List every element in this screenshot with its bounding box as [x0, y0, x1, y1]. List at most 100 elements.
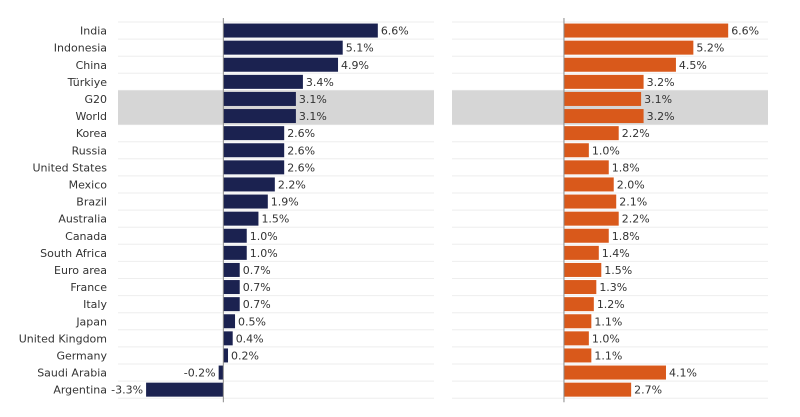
data-label-left-france: 0.7%: [243, 281, 271, 294]
data-label-left-g20: 3.1%: [299, 93, 327, 106]
bar-left-south-africa: [223, 245, 247, 260]
data-label-left-canada: 1.0%: [250, 230, 278, 243]
data-label-right-united-states: 1.8%: [612, 161, 640, 174]
category-label-mexico: Mexico: [69, 178, 108, 191]
bar-right-mexico: [563, 177, 614, 192]
data-label-left-mexico: 2.2%: [278, 178, 306, 191]
data-label-left-russia: 2.6%: [287, 144, 315, 157]
panel-left: 6.6% 5.1% 4.9% 3.4% 3.1% 3.1% 2.6% 2.6% 2.6% 2.2%…: [111, 18, 409, 403]
data-label-right-russia: 1.0%: [592, 144, 620, 157]
category-label-argentina: Argentina: [53, 384, 107, 397]
bar-left-italy: [223, 297, 240, 312]
bar-right-world: [563, 109, 644, 124]
bar-left-korea: [223, 126, 285, 141]
data-label-left-korea: 2.6%: [287, 127, 315, 140]
bar-right-canada: [563, 228, 609, 243]
data-label-left-australia: 1.5%: [261, 213, 289, 226]
category-label-indonesia: Indonesia: [54, 42, 107, 55]
category-label-germany: Germany: [56, 349, 107, 362]
bar-right-united-states: [563, 160, 609, 175]
category-label-brazil: Brazil: [76, 196, 107, 209]
category-label-japan: Japan: [75, 315, 107, 328]
data-label-left-indonesia: 5.1%: [346, 42, 374, 55]
bar-right-g20: [563, 91, 642, 106]
bar-left-united-kingdom: [223, 331, 233, 346]
data-label-left-world: 3.1%: [299, 110, 327, 123]
bar-right-indonesia: [563, 40, 694, 55]
data-label-left-euro-area: 0.7%: [243, 264, 271, 277]
category-label-korea: Korea: [76, 127, 107, 140]
data-label-left-united-states: 2.6%: [287, 161, 315, 174]
data-label-right-korea: 2.2%: [622, 127, 650, 140]
bar-left-saudi-arabia: [218, 365, 224, 380]
bar-right-united-kingdom: [563, 331, 589, 346]
data-label-right-germany: 1.1%: [594, 349, 622, 362]
bar-right-saudi-arabia: [563, 365, 666, 380]
data-label-right-china: 4.5%: [679, 59, 707, 72]
data-label-left-turkiye: 3.4%: [306, 76, 334, 89]
data-label-left-brazil: 1.9%: [271, 196, 299, 209]
category-label-south-africa: South Africa: [40, 247, 107, 260]
bar-left-india: [223, 23, 378, 38]
bar-left-canada: [223, 228, 247, 243]
data-label-right-world: 3.2%: [647, 110, 675, 123]
bar-left-indonesia: [223, 40, 343, 55]
bar-right-argentina: [563, 382, 632, 397]
data-label-right-indonesia: 5.2%: [696, 42, 724, 55]
bar-right-turkiye: [563, 74, 644, 89]
category-label-australia: Australia: [58, 213, 107, 226]
bar-left-world: [223, 109, 296, 124]
bar-right-italy: [563, 297, 594, 312]
category-label-world: World: [75, 110, 107, 123]
bar-right-germany: [563, 348, 592, 363]
category-label-france: France: [70, 281, 107, 294]
bar-right-china: [563, 57, 676, 72]
data-label-left-japan: 0.5%: [238, 315, 266, 328]
bar-left-united-states: [223, 160, 285, 175]
bar-left-russia: [223, 143, 285, 158]
bar-right-russia: [563, 143, 589, 158]
category-label-italy: Italy: [83, 298, 107, 311]
bar-left-france: [223, 280, 240, 295]
data-label-right-japan: 1.1%: [594, 315, 622, 328]
bar-right-euro-area: [563, 262, 602, 277]
data-label-left-saudi-arabia: -0.2%: [184, 367, 216, 380]
data-label-left-south-africa: 1.0%: [250, 247, 278, 260]
data-label-right-united-kingdom: 1.0%: [592, 332, 620, 345]
bar-left-argentina: [146, 382, 224, 397]
data-label-right-canada: 1.8%: [612, 230, 640, 243]
category-labels: India Indonesia China Türkiye G20 World Korea R…: [19, 25, 108, 397]
bar-right-south-africa: [563, 245, 599, 260]
data-label-left-united-kingdom: 0.4%: [236, 332, 264, 345]
category-label-euro-area: Euro area: [54, 264, 107, 277]
data-label-right-australia: 2.2%: [622, 213, 650, 226]
category-label-united-kingdom: United Kingdom: [19, 332, 107, 345]
bar-left-australia: [223, 211, 259, 226]
data-label-right-france: 1.3%: [599, 281, 627, 294]
bar-right-india: [563, 23, 729, 38]
data-label-left-china: 4.9%: [341, 59, 369, 72]
category-label-g20: G20: [84, 93, 107, 106]
category-label-united-states: United States: [33, 161, 108, 174]
bar-left-turkiye: [223, 74, 303, 89]
bar-left-g20: [223, 91, 296, 106]
bar-right-korea: [563, 126, 619, 141]
data-label-right-argentina: 2.7%: [634, 384, 662, 397]
data-label-left-italy: 0.7%: [243, 298, 271, 311]
category-label-turkiye: Türkiye: [67, 76, 108, 89]
category-label-saudi-arabia: Saudi Arabia: [37, 367, 107, 380]
bar-left-china: [223, 57, 339, 72]
panel-right: 6.6%5.2%4.5%3.2%3.1%3.2%2.2%1.0%1.8%2.0%…: [563, 18, 759, 403]
category-label-india: India: [80, 25, 107, 38]
data-label-right-g20: 3.1%: [644, 93, 672, 106]
category-label-china: China: [76, 59, 107, 72]
bar-right-brazil: [563, 194, 617, 209]
data-label-left-india: 6.6%: [381, 25, 409, 38]
bar-left-euro-area: [223, 262, 240, 277]
data-label-right-south-africa: 1.4%: [602, 247, 630, 260]
bar-left-japan: [223, 314, 236, 329]
data-label-right-euro-area: 1.5%: [604, 264, 632, 277]
data-label-left-germany: 0.2%: [231, 349, 259, 362]
